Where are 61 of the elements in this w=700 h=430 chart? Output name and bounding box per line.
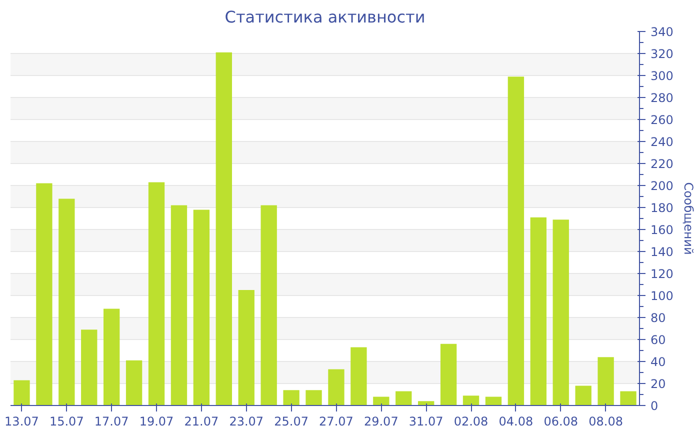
y-tick-label: 100 — [650, 289, 674, 303]
bar — [148, 182, 165, 406]
bar — [620, 391, 636, 406]
bar — [36, 183, 52, 406]
x-tick-label: 23.07 — [229, 414, 264, 428]
y-tick-label: 300 — [650, 69, 674, 83]
x-tick-label: 17.07 — [94, 414, 129, 428]
y-tick-label: 40 — [650, 355, 666, 369]
bar — [485, 396, 502, 406]
y-tick-label: 220 — [650, 157, 674, 171]
y-tick-label: 80 — [650, 311, 666, 325]
bar — [552, 220, 569, 406]
x-tick-label: 25.07 — [274, 414, 308, 428]
bar — [283, 390, 300, 406]
y-axis-title: Сообщений — [681, 182, 696, 255]
bar — [126, 360, 142, 406]
y-tick-label: 320 — [650, 47, 674, 61]
bar — [104, 308, 120, 406]
bar — [238, 290, 254, 406]
y-tick-label: 0 — [650, 399, 658, 413]
y-tick-label: 340 — [650, 25, 674, 39]
y-tick-label: 120 — [650, 267, 674, 281]
bar — [508, 76, 524, 406]
bar — [328, 369, 344, 406]
x-tick-label: 06.08 — [544, 414, 578, 428]
x-tick-label: 02.08 — [454, 414, 488, 428]
bar — [170, 205, 188, 406]
bar — [260, 205, 277, 406]
y-tick-label: 160 — [650, 223, 674, 237]
bar — [193, 210, 210, 406]
y-tick-label: 240 — [650, 135, 674, 149]
bar — [14, 380, 30, 406]
bar — [598, 357, 614, 406]
y-tick-label: 60 — [650, 333, 666, 347]
bar — [306, 390, 322, 406]
y-tick-label: 140 — [650, 245, 674, 259]
y-tick-label: 20 — [650, 377, 666, 391]
x-tick-label: 19.07 — [139, 414, 174, 428]
bar — [440, 344, 457, 406]
x-tick-label: 31.07 — [408, 414, 444, 428]
x-tick-label: 15.07 — [49, 414, 84, 428]
bar — [58, 198, 75, 406]
x-tick-label: 08.08 — [588, 414, 623, 428]
bar — [462, 396, 480, 406]
chart-title: Статистика активности — [224, 8, 426, 26]
y-tick-label: 180 — [650, 201, 674, 215]
bar — [216, 52, 232, 406]
bar — [350, 347, 367, 406]
y-tick-label: 280 — [650, 91, 674, 105]
bar — [575, 386, 592, 406]
y-tick-label: 260 — [650, 113, 674, 127]
bar — [530, 217, 546, 406]
x-tick-label: 13.07 — [4, 414, 39, 428]
bar — [373, 396, 390, 406]
bar — [81, 330, 98, 406]
x-tick-label: 27.07 — [319, 414, 354, 428]
x-tick-label: 21.07 — [184, 414, 219, 428]
bar — [396, 391, 412, 406]
y-tick-label: 200 — [650, 179, 674, 193]
x-tick-label: 29.07 — [364, 414, 398, 428]
x-tick-label: 04.08 — [498, 414, 534, 428]
